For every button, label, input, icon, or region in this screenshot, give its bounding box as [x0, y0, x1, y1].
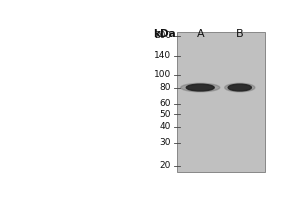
- Text: 40: 40: [160, 122, 171, 131]
- Ellipse shape: [186, 84, 214, 91]
- Text: 100: 100: [154, 70, 171, 79]
- Text: 30: 30: [160, 138, 171, 147]
- Text: 50: 50: [160, 110, 171, 119]
- Text: kDa: kDa: [153, 29, 176, 39]
- Text: B: B: [236, 29, 244, 39]
- Text: 60: 60: [160, 99, 171, 108]
- Ellipse shape: [228, 84, 251, 91]
- FancyBboxPatch shape: [177, 32, 266, 172]
- Text: 140: 140: [154, 51, 171, 60]
- Ellipse shape: [225, 83, 255, 92]
- Text: 80: 80: [160, 83, 171, 92]
- Text: 20: 20: [160, 161, 171, 170]
- Ellipse shape: [181, 83, 220, 92]
- Text: A: A: [196, 29, 204, 39]
- Text: 200: 200: [154, 31, 171, 40]
